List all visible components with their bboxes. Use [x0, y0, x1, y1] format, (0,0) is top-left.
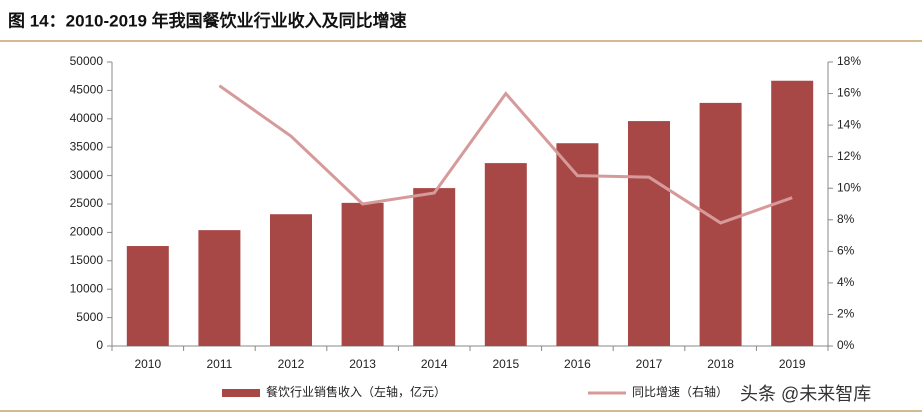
x-tick-label: 2012	[278, 357, 305, 371]
x-tick-label: 2015	[492, 357, 519, 371]
legend-label: 同比增速（右轴）	[632, 384, 728, 399]
y2-tick-label: 16%	[837, 86, 861, 100]
y-tick-label: 45000	[70, 83, 104, 97]
x-tick-label: 2019	[779, 357, 806, 371]
y2-tick-label: 12%	[837, 149, 861, 163]
y2-tick-label: 14%	[837, 117, 861, 131]
chart-title: 图 14：2010-2019 年我国餐饮业行业收入及同比增速	[8, 10, 407, 30]
bar	[198, 230, 241, 346]
bar	[628, 121, 670, 347]
line	[218, 84, 793, 225]
legend-label: 餐饮行业销售收入（左轴，亿元）	[266, 384, 446, 399]
y-tick-label: 30000	[70, 168, 104, 182]
y2-tick-label: 8%	[837, 212, 855, 226]
bar	[270, 214, 312, 346]
y2-tick-label: 10%	[837, 180, 861, 194]
x-tick-label: 2018	[707, 357, 734, 371]
x-tick-label: 2014	[421, 357, 448, 371]
y-tick-label: 5000	[76, 310, 103, 324]
y-tick-label: 15000	[70, 253, 104, 267]
y2-tick-label: 18%	[837, 54, 861, 68]
y-tick-label: 20000	[70, 225, 104, 239]
bar	[484, 163, 527, 346]
x-tick-label: 2010	[134, 357, 161, 371]
bar	[126, 246, 169, 346]
y-tick-label: 40000	[70, 111, 104, 125]
bar	[341, 202, 384, 346]
bar	[771, 80, 814, 346]
x-tick-label: 2011	[206, 357, 232, 371]
y2-tick-label: 4%	[837, 275, 855, 289]
y2-tick-label: 6%	[837, 244, 855, 258]
x-tick-label: 2016	[564, 357, 591, 371]
y-tick-label: 50000	[70, 54, 104, 68]
x-tick-label: 2017	[636, 357, 663, 371]
y2-tick-label: 0%	[837, 338, 855, 352]
y-tick-label: 35000	[70, 139, 104, 153]
y2-tick-label: 2%	[837, 307, 855, 321]
y-tick-label: 25000	[70, 196, 104, 210]
legend-swatch	[222, 389, 260, 397]
y-tick-label: 10000	[70, 281, 104, 295]
x-tick-label: 2013	[349, 357, 376, 371]
watermark: 头条 @未来智库	[740, 384, 871, 404]
bar	[413, 188, 456, 346]
y-tick-label: 0	[96, 338, 103, 352]
